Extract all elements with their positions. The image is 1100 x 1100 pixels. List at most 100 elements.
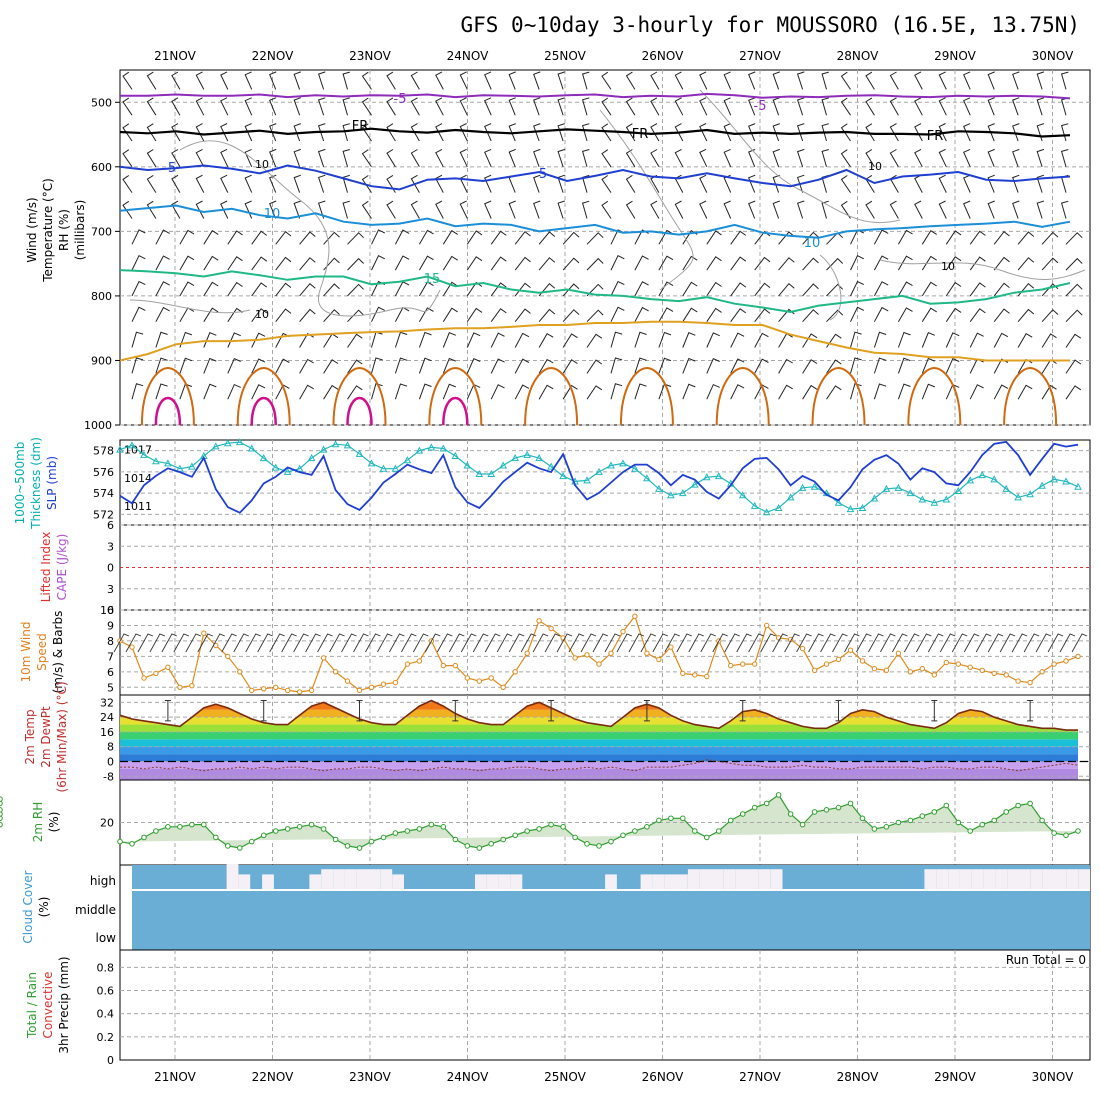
wind-barb xyxy=(1036,200,1045,219)
wind-barb xyxy=(323,283,340,297)
wind-barb xyxy=(533,148,541,167)
thickness-point xyxy=(283,467,292,475)
wind-barb xyxy=(969,332,984,348)
wind-speed-point xyxy=(967,664,973,670)
wind-barb xyxy=(921,307,937,322)
wind-speed-point xyxy=(356,687,363,694)
wind-barb xyxy=(802,333,818,348)
wind-barb xyxy=(1041,384,1057,400)
wind-barb xyxy=(562,359,578,374)
wind-barb xyxy=(562,333,578,348)
wind-barb xyxy=(251,358,266,374)
wind-speed-point xyxy=(464,675,470,681)
wind-barb xyxy=(778,257,795,271)
wind-speed-point xyxy=(273,684,279,690)
wind-barb xyxy=(993,282,1010,297)
wind-barb-10m xyxy=(903,633,920,653)
wind-barb xyxy=(897,383,911,400)
wind-barb xyxy=(435,148,444,168)
date-axis-bottom: 21NOV 22NOV 23NOV 24NOV 25NOV 26NOV 27NOV 28NOV… xyxy=(154,1070,1074,1084)
wind-barb xyxy=(418,331,432,348)
wind-barb xyxy=(1041,309,1059,323)
slp-tick-label: 1011 xyxy=(124,500,152,513)
wind-barb xyxy=(394,255,410,271)
wind-barb xyxy=(772,174,780,193)
minmax-bar xyxy=(1027,700,1034,722)
rh-point xyxy=(237,845,243,851)
wind-barb xyxy=(466,230,483,245)
wind-barb xyxy=(850,280,865,297)
thickness-point xyxy=(954,486,963,494)
thickness-point xyxy=(463,461,472,469)
wind-barb-10m xyxy=(772,633,788,653)
wind-speed-point xyxy=(129,644,135,650)
wind-barb xyxy=(557,97,565,116)
thickness-point xyxy=(523,450,532,458)
thickness-tick-label: 574 xyxy=(93,487,114,500)
cloud-cover-panel: high middle low xyxy=(75,864,1091,951)
wind-barb xyxy=(1017,308,1035,323)
wind-barb xyxy=(754,230,771,245)
wind-barb xyxy=(323,231,340,245)
precip-tick-label: 0 xyxy=(107,1054,114,1067)
wind-barb xyxy=(459,200,468,219)
wind-barb xyxy=(179,229,195,245)
wind-barb-10m xyxy=(915,633,932,653)
wind-barb xyxy=(865,174,875,193)
rh-contour xyxy=(129,299,251,314)
wind-barb xyxy=(371,331,383,348)
wind-barb-10m xyxy=(975,633,992,653)
rh-point xyxy=(704,834,710,841)
pressure-tick-label: 700 xyxy=(91,225,112,238)
thickness-point xyxy=(475,469,484,477)
wind-barb xyxy=(299,333,314,348)
wind-barb xyxy=(251,308,268,322)
wind-barb xyxy=(299,358,314,374)
wind-barb xyxy=(275,256,292,271)
wind-barb xyxy=(840,175,851,193)
wind-barb xyxy=(514,230,531,245)
cloud-clear-gap xyxy=(1054,869,1067,890)
wind-barb xyxy=(179,357,193,374)
wind-barb xyxy=(987,174,995,193)
wind-barb xyxy=(1017,333,1033,348)
rh-contour xyxy=(819,254,842,321)
isotherm-FR xyxy=(119,127,1071,138)
cloud-clear-gap xyxy=(309,874,322,890)
pressure-tick-label: 800 xyxy=(91,290,112,303)
wind-barb-10m xyxy=(496,633,513,653)
cloud-clear-gap xyxy=(392,874,404,890)
thickness-point xyxy=(607,461,615,469)
wind-barb xyxy=(772,148,780,167)
wind-barb xyxy=(410,200,420,219)
wind-barb-10m xyxy=(832,633,848,653)
wind-barb xyxy=(581,71,590,90)
wind-speed-point xyxy=(536,618,542,624)
wind-barb xyxy=(850,357,862,374)
wind-barb xyxy=(418,229,434,245)
wind-barb-10m xyxy=(448,633,465,653)
wind-barb xyxy=(674,200,684,219)
thickness-point xyxy=(631,464,639,472)
wind-barb-10m xyxy=(568,633,585,653)
wind-barb xyxy=(442,307,458,322)
wind-speed-point xyxy=(668,644,674,650)
thickness-point xyxy=(547,462,555,470)
temp-band xyxy=(120,739,1079,747)
wind-barb xyxy=(706,332,720,348)
temp-2m-panel: -80 8 16 24 32 xyxy=(100,694,1091,783)
thickness-tick-label: 578 xyxy=(93,445,114,458)
wind-barb xyxy=(155,229,170,245)
thickness-point xyxy=(116,445,124,453)
wind-barb xyxy=(748,71,756,90)
minmax-bar xyxy=(164,700,171,722)
thickness-point xyxy=(798,483,807,491)
wind-barb xyxy=(490,230,507,245)
temp2m-panel-label: 2m DewPt xyxy=(39,706,53,768)
wind-barb-10m xyxy=(113,633,130,653)
wind-barb xyxy=(466,358,481,374)
wind-barb-10m xyxy=(868,633,884,653)
wind-barb xyxy=(840,97,851,116)
wind-barb xyxy=(1041,231,1059,245)
cloud-clear-gap xyxy=(510,874,523,890)
